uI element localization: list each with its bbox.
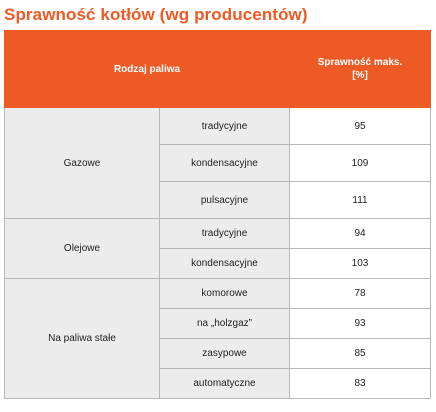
header-fuel-type: Rodzaj paliwa: [4, 30, 290, 108]
header-efficiency-unit: [%]: [352, 70, 368, 81]
table-row: kondensacyjne 103: [5, 248, 431, 279]
table-row: pulsacyjne 111: [5, 181, 431, 219]
efficiency-value: 109: [289, 144, 431, 182]
efficiency-value: 83: [289, 368, 431, 399]
table-header-row: Rodzaj paliwa Sprawność maks. [%]: [4, 30, 431, 108]
efficiency-value: 103: [289, 248, 431, 279]
table-row: kondensacyjne 109: [5, 144, 431, 182]
efficiency-table: Rodzaj paliwa Sprawność maks. [%] Gazowe…: [4, 30, 431, 399]
efficiency-value: 78: [289, 278, 431, 309]
header-efficiency: Sprawność maks. [%]: [289, 30, 431, 108]
boiler-type: komorowe: [159, 278, 290, 309]
efficiency-value: 85: [289, 338, 431, 369]
efficiency-value: 94: [289, 218, 431, 249]
boiler-type: na „holzgaz”: [159, 308, 290, 339]
group-name-solid-fuel: Na paliwa stałe: [4, 278, 160, 399]
table-row: Gazowe tradycyjne 95: [4, 107, 431, 219]
boiler-type: zasypowe: [159, 338, 290, 369]
boiler-type: pulsacyjne: [159, 181, 290, 219]
table-row: Na paliwa stałe komorowe 78: [4, 278, 431, 399]
boiler-type: kondensacyjne: [159, 144, 290, 182]
header-efficiency-label: Sprawność maks.: [317, 57, 403, 68]
efficiency-value: 93: [289, 308, 431, 339]
boiler-type: kondensacyjne: [159, 248, 290, 279]
table-row: automatyczne 83: [5, 368, 431, 399]
group-name-gazowe: Gazowe: [4, 107, 160, 219]
boiler-type: tradycyjne: [159, 218, 290, 249]
table-row: zasypowe 85: [5, 338, 431, 369]
boiler-type: automatyczne: [159, 368, 290, 399]
efficiency-value: 111: [289, 181, 431, 219]
boiler-type: tradycyjne: [159, 107, 290, 145]
page-title: Sprawność kotłów (wg producentów): [4, 5, 308, 24]
table-row: na „holzgaz” 93: [5, 308, 431, 339]
table-row: Olejowe tradycyjne 94: [4, 218, 431, 279]
group-name-olejowe: Olejowe: [4, 218, 160, 279]
efficiency-value: 95: [289, 107, 431, 145]
